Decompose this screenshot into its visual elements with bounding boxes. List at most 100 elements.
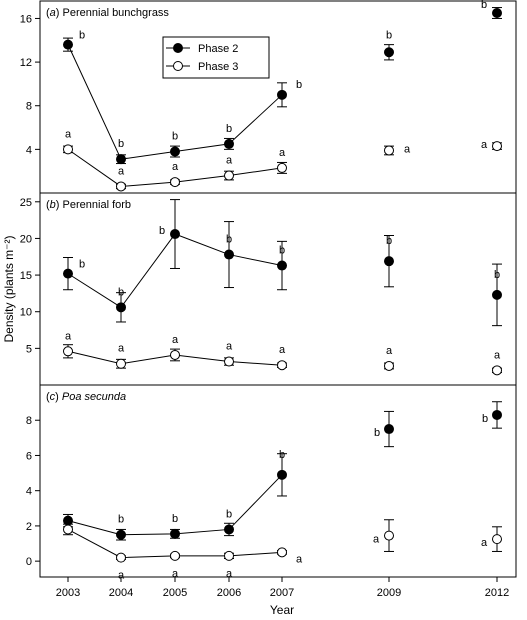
data-point-phase2	[492, 8, 502, 18]
y-tick-label: 15	[20, 270, 32, 282]
data-point-phase3	[63, 144, 73, 155]
y-tick-label: 8	[26, 415, 32, 427]
significance-label-phase3: a	[373, 534, 380, 546]
x-tick-label: 2005	[163, 587, 187, 599]
significance-label-phase3: a	[172, 568, 179, 580]
data-point-phase2	[116, 529, 126, 540]
data-point-phase3	[492, 365, 502, 376]
significance-label-phase2: b	[226, 508, 232, 520]
significance-label-phase3: a	[481, 139, 488, 151]
data-point-phase2	[170, 146, 180, 157]
data-point-phase3	[170, 177, 180, 188]
significance-label-phase2: b	[172, 131, 178, 143]
significance-label-phase3: a	[296, 553, 303, 565]
significance-label-phase3: a	[494, 349, 501, 361]
data-point-phase3	[277, 547, 287, 558]
legend-marker-phase2	[173, 43, 183, 53]
panel-title-text: Perennial bunchgrass	[63, 7, 170, 19]
significance-label-phase3: a	[65, 330, 72, 342]
significance-label-phase3: a	[65, 128, 72, 140]
significance-label-phase2: b	[481, 0, 487, 11]
y-axis-title: Density (plants m⁻²)	[2, 235, 16, 342]
significance-label-phase2: b	[226, 234, 232, 246]
data-point-phase2	[277, 260, 287, 271]
panel-title-text: Perennial forb	[63, 199, 132, 211]
significance-label-phase3: a	[279, 147, 286, 159]
data-point-phase3	[116, 358, 126, 369]
panel-c: 0 2 4 6 8 (c) Poa secunda b b b b b b a a a a a a	[26, 384, 517, 582]
legend-label: Phase 3	[198, 61, 238, 73]
data-point-phase3	[224, 170, 234, 181]
data-point-phase2	[277, 89, 287, 100]
significance-label-phase2: b	[118, 286, 124, 298]
significance-label-phase3: a	[118, 165, 125, 177]
data-point-phase3	[170, 550, 180, 561]
y-tick-label: 10	[20, 307, 32, 319]
significance-label-phase3: a	[481, 537, 488, 549]
significance-label-phase3: a	[118, 570, 125, 582]
y-tick-label: 8	[26, 101, 32, 113]
significance-label-phase2: b	[494, 269, 500, 281]
data-point-phase2	[492, 409, 502, 420]
significance-label-phase2: b	[386, 235, 392, 247]
significance-label-phase3: a	[172, 161, 179, 173]
panel-title-letter: a	[50, 7, 56, 19]
legend: Phase 2 Phase 3	[162, 36, 270, 79]
panel-title: (c) Poa secunda	[46, 391, 126, 403]
x-tick-label: 2012	[485, 587, 509, 599]
data-point-phase2	[224, 524, 234, 535]
y-tick-label: 2	[26, 521, 32, 533]
y-tick-label: 12	[20, 57, 32, 69]
significance-label-phase2: b	[482, 413, 488, 425]
significance-label-phase2: b	[296, 79, 302, 91]
data-point-phase3	[170, 349, 180, 360]
x-tick-label: 2004	[109, 587, 133, 599]
significance-label-phase2: b	[172, 513, 178, 525]
y-tick-label: 16	[20, 13, 32, 25]
data-point-phase3	[224, 550, 234, 561]
data-point-phase3	[492, 141, 502, 152]
data-point-phase3	[63, 346, 73, 357]
data-point-phase2	[224, 249, 234, 260]
panel-title: (a) Perennial bunchgrass	[46, 7, 169, 19]
significance-label-phase2: b	[386, 29, 392, 41]
panel-title-letter: c	[50, 391, 56, 403]
significance-label-phase2: b	[79, 259, 85, 271]
x-axis-title: Year	[270, 603, 294, 617]
y-tick-label: 5	[26, 343, 32, 355]
data-point-phase2	[63, 268, 73, 279]
y-tick-label: 0	[26, 556, 32, 568]
data-point-phase3	[116, 552, 126, 563]
panel-title-paren-open: (	[46, 391, 50, 403]
x-axis: 2003 2004 2005 2006 2007 2009 2012	[56, 577, 509, 599]
significance-label-phase3: a	[226, 568, 233, 580]
panel-title-paren-close: )	[56, 7, 63, 19]
significance-label-phase2: b	[279, 245, 285, 257]
panel-title-paren-close: )	[55, 391, 62, 403]
data-point-phase2	[492, 289, 502, 300]
x-tick-label: 2007	[270, 587, 294, 599]
x-tick-label: 2006	[217, 587, 241, 599]
significance-label-phase3: a	[226, 155, 233, 167]
significance-label-phase3: a	[172, 334, 179, 346]
data-point-phase2	[224, 138, 234, 149]
panel-frame	[39, 384, 517, 578]
data-point-phase3	[492, 534, 502, 545]
panel-title-paren-close: )	[56, 199, 63, 211]
data-point-phase3	[63, 524, 73, 535]
y-tick-label: 6	[26, 450, 32, 462]
data-point-phase3	[116, 181, 126, 192]
data-point-phase3	[224, 356, 234, 367]
significance-label-phase3: a	[226, 341, 233, 353]
significance-label-phase3: a	[118, 343, 125, 355]
significance-label-phase2: b	[374, 427, 380, 439]
significance-label-phase3: a	[386, 345, 393, 357]
data-point-phase2	[116, 154, 126, 165]
data-point-phase3	[384, 145, 394, 156]
data-point-phase2	[116, 302, 126, 313]
data-point-phase2	[170, 528, 180, 539]
data-point-phase2	[384, 256, 394, 267]
x-tick-label: 2003	[56, 587, 80, 599]
